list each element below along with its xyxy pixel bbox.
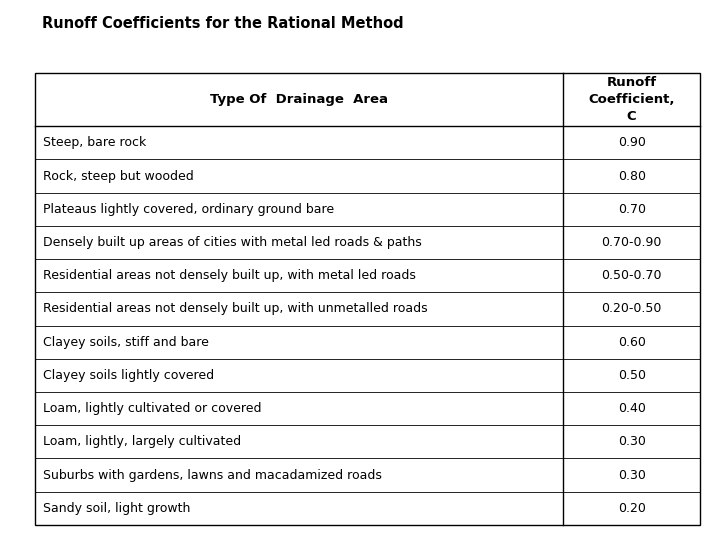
Text: 0.70: 0.70 bbox=[618, 203, 646, 216]
Text: 0.50: 0.50 bbox=[618, 369, 646, 382]
Text: 0.40: 0.40 bbox=[618, 402, 646, 415]
Text: Type Of  Drainage  Area: Type Of Drainage Area bbox=[210, 93, 388, 106]
Text: Clayey soils, stiff and bare: Clayey soils, stiff and bare bbox=[43, 336, 209, 349]
Text: 0.20: 0.20 bbox=[618, 502, 646, 515]
Text: Loam, lightly cultivated or covered: Loam, lightly cultivated or covered bbox=[43, 402, 261, 415]
Text: Clayey soils lightly covered: Clayey soils lightly covered bbox=[43, 369, 215, 382]
Text: Rock, steep but wooded: Rock, steep but wooded bbox=[43, 170, 194, 183]
Text: 0.20-0.50: 0.20-0.50 bbox=[601, 302, 662, 315]
Text: 0.90: 0.90 bbox=[618, 136, 646, 150]
Text: Steep, bare rock: Steep, bare rock bbox=[43, 136, 146, 150]
Text: Densely built up areas of cities with metal led roads & paths: Densely built up areas of cities with me… bbox=[43, 236, 422, 249]
Text: Runoff Coefficients for the Rational Method: Runoff Coefficients for the Rational Met… bbox=[42, 16, 403, 31]
Text: 0.60: 0.60 bbox=[618, 336, 646, 349]
Text: Residential areas not densely built up, with unmetalled roads: Residential areas not densely built up, … bbox=[43, 302, 428, 315]
Text: Plateaus lightly covered, ordinary ground bare: Plateaus lightly covered, ordinary groun… bbox=[43, 203, 334, 216]
Text: Suburbs with gardens, lawns and macadamized roads: Suburbs with gardens, lawns and macadami… bbox=[43, 469, 382, 482]
Text: 0.70-0.90: 0.70-0.90 bbox=[601, 236, 662, 249]
Bar bbox=[35, 73, 700, 525]
Text: Sandy soil, light growth: Sandy soil, light growth bbox=[43, 502, 191, 515]
Text: 0.30: 0.30 bbox=[618, 469, 646, 482]
Text: 0.50-0.70: 0.50-0.70 bbox=[601, 269, 662, 282]
Text: 0.80: 0.80 bbox=[618, 170, 646, 183]
Text: Residential areas not densely built up, with metal led roads: Residential areas not densely built up, … bbox=[43, 269, 416, 282]
Text: Runoff
Coefficient,
C: Runoff Coefficient, C bbox=[588, 76, 675, 123]
Text: 0.30: 0.30 bbox=[618, 435, 646, 448]
Text: Loam, lightly, largely cultivated: Loam, lightly, largely cultivated bbox=[43, 435, 241, 448]
